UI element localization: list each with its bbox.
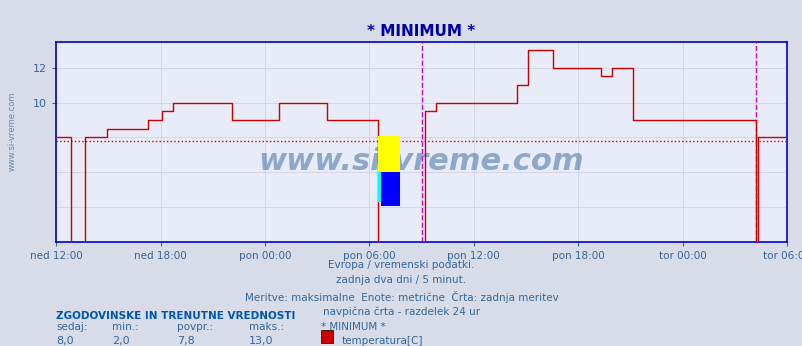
FancyBboxPatch shape: [377, 136, 399, 172]
Text: sedaj:: sedaj:: [56, 322, 87, 332]
FancyBboxPatch shape: [381, 172, 399, 206]
Text: 7,8: 7,8: [176, 336, 194, 346]
Text: navpična črta - razdelek 24 ur: navpična črta - razdelek 24 ur: [322, 306, 480, 317]
Text: zadnja dva dni / 5 minut.: zadnja dva dni / 5 minut.: [336, 275, 466, 285]
Title: * MINIMUM *: * MINIMUM *: [367, 24, 475, 39]
Text: www.si-vreme.com: www.si-vreme.com: [258, 147, 584, 176]
Text: 13,0: 13,0: [249, 336, 273, 346]
FancyBboxPatch shape: [377, 172, 392, 202]
Text: Evropa / vremenski podatki.: Evropa / vremenski podatki.: [328, 260, 474, 270]
Text: temperatura[C]: temperatura[C]: [341, 336, 422, 346]
Text: ZGODOVINSKE IN TRENUTNE VREDNOSTI: ZGODOVINSKE IN TRENUTNE VREDNOSTI: [56, 311, 295, 321]
Text: www.si-vreme.com: www.si-vreme.com: [8, 92, 17, 171]
Text: maks.:: maks.:: [249, 322, 284, 332]
Text: Meritve: maksimalne  Enote: metrične  Črta: zadnja meritev: Meritve: maksimalne Enote: metrične Črta…: [245, 291, 557, 303]
Text: min.:: min.:: [112, 322, 139, 332]
Text: 2,0: 2,0: [112, 336, 130, 346]
Text: 8,0: 8,0: [56, 336, 74, 346]
Text: * MINIMUM *: * MINIMUM *: [321, 322, 385, 332]
Text: povpr.:: povpr.:: [176, 322, 213, 332]
